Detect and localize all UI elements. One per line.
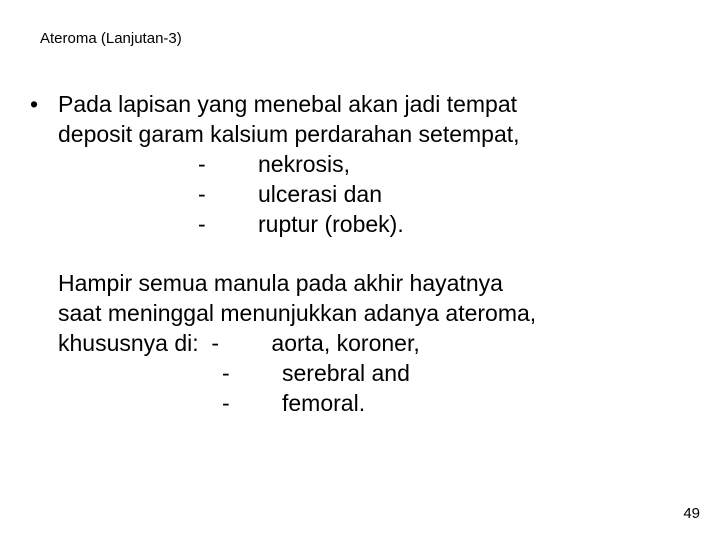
slide-title: Ateroma (Lanjutan-3) (40, 30, 182, 47)
para1-line2: deposit garam kalsium perdarahan setempa… (58, 120, 520, 150)
para1-item-1: -nekrosis, (58, 150, 520, 180)
page-number: 49 (683, 505, 700, 522)
bullet-marker: • (30, 90, 58, 120)
item-text: serebral and (282, 360, 410, 386)
para1-content: Pada lapisan yang menebal akan jadi temp… (58, 90, 520, 239)
para1-line1: Pada lapisan yang menebal akan jadi temp… (58, 90, 520, 120)
item-text: aorta, koroner, (271, 330, 419, 356)
bullet-block-1: • Pada lapisan yang menebal akan jadi te… (30, 90, 690, 239)
dash: - (222, 359, 282, 389)
para2-line1: Hampir semua manula pada akhir hayatnya (58, 269, 690, 299)
item-text: nekrosis, (258, 151, 350, 177)
para2-line2: saat meninggal menunjukkan adanya aterom… (58, 299, 690, 329)
para2-line3: khususnya di: -aorta, koroner, (58, 329, 690, 359)
para1-item-2: -ulcerasi dan (58, 180, 520, 210)
dash: - (198, 180, 258, 210)
item-text: ulcerasi dan (258, 181, 382, 207)
item-text: ruptur (robek). (258, 211, 404, 237)
para1-item-3: -ruptur (robek). (58, 210, 520, 240)
dash: - (222, 389, 282, 419)
dash: - (198, 210, 258, 240)
para2-item-2: -serebral and (58, 359, 690, 389)
slide: Ateroma (Lanjutan-3) • Pada lapisan yang… (0, 0, 720, 540)
para2-line3-prefix: khususnya di: (58, 330, 199, 356)
dash: - (198, 150, 258, 180)
para2-item-3: -femoral. (58, 389, 690, 419)
para2-content: Hampir semua manula pada akhir hayatnya … (30, 269, 690, 418)
dash: - (211, 329, 271, 359)
item-text: femoral. (282, 390, 365, 416)
slide-body: • Pada lapisan yang menebal akan jadi te… (30, 90, 690, 419)
